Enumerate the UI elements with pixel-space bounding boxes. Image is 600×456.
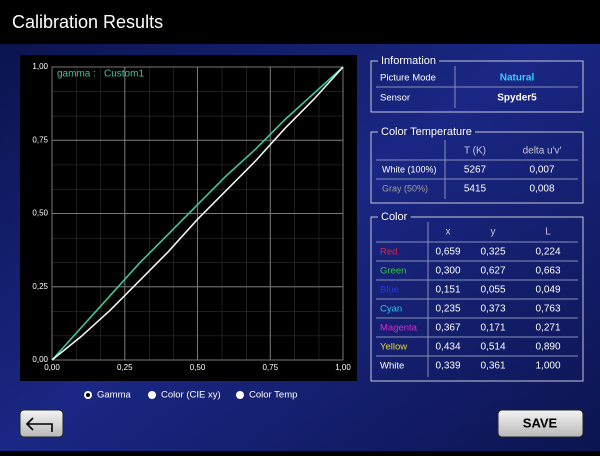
info-value: Spyder5 bbox=[497, 93, 537, 104]
color-temperature-panel: Color Temperature T (K) delta u'v' White (1… bbox=[370, 126, 584, 204]
y-tick-label: 0,00 bbox=[32, 355, 48, 364]
gamma-curve bbox=[51, 66, 344, 361]
column-header: L bbox=[545, 227, 551, 238]
row-label: Blue bbox=[380, 285, 399, 296]
y-tick-label: 1,00 bbox=[32, 62, 48, 71]
radio-dot bbox=[86, 393, 90, 397]
y-tick-label: 0,75 bbox=[32, 135, 48, 144]
page-title: Calibration Results bbox=[12, 12, 163, 32]
cell: 0,659 bbox=[435, 247, 460, 258]
cell: 0,339 bbox=[435, 361, 460, 372]
cell: 1,000 bbox=[535, 361, 560, 372]
panel-title: Color Temperature bbox=[381, 126, 472, 138]
cell: 0,300 bbox=[435, 266, 460, 277]
information-panel: Information Picture Mode Natural Sensor Spyd… bbox=[370, 55, 584, 113]
cell: 0,007 bbox=[529, 165, 554, 176]
row-label: Cyan bbox=[380, 304, 402, 315]
cell: 0,224 bbox=[535, 247, 560, 258]
row-label: Yellow bbox=[380, 342, 407, 353]
panel-frame bbox=[370, 131, 584, 204]
save-label: SAVE bbox=[523, 415, 558, 430]
column-header: x bbox=[446, 227, 451, 238]
cell: 0,171 bbox=[480, 323, 505, 334]
info-label: Picture Mode bbox=[380, 73, 436, 84]
panel-title: Color bbox=[381, 211, 408, 223]
view-option[interactable]: Color (CIE xy) bbox=[148, 390, 221, 401]
cell: 5267 bbox=[464, 165, 487, 176]
row-label: Red bbox=[380, 247, 397, 258]
option-label: Color Temp bbox=[249, 390, 297, 401]
column-header: T (K) bbox=[464, 146, 486, 157]
column-header: y bbox=[491, 227, 496, 238]
panel-title: Information bbox=[381, 55, 436, 67]
row-label: Green bbox=[380, 266, 406, 277]
row-label: White (100%) bbox=[382, 164, 437, 174]
cell: 0,271 bbox=[535, 323, 560, 334]
gamma-label: gamma : bbox=[57, 69, 96, 80]
color-panel: Color x y L Red 0,659 0,325 0,224 Green 0,300 0,62… bbox=[370, 211, 584, 382]
column-header: delta u'v' bbox=[523, 146, 562, 157]
info-value: Natural bbox=[500, 73, 535, 84]
cell: 0,763 bbox=[535, 304, 560, 315]
cell: 0,367 bbox=[435, 323, 460, 334]
panel-title-bg bbox=[378, 130, 475, 134]
radio-button bbox=[236, 391, 244, 399]
x-tick-label: 0,75 bbox=[262, 363, 278, 372]
cell: 0,008 bbox=[529, 184, 554, 195]
cell: 0,049 bbox=[535, 285, 560, 296]
option-label: Color (CIE xy) bbox=[161, 390, 221, 401]
cell: 0,055 bbox=[480, 285, 505, 296]
panel-title-bg bbox=[378, 215, 411, 219]
cell: 0,514 bbox=[480, 342, 505, 353]
gamma-curve bbox=[51, 66, 344, 361]
row-label: Gray (50%) bbox=[382, 183, 428, 193]
x-tick-label: 0,00 bbox=[44, 363, 60, 372]
cell: 0,151 bbox=[435, 285, 460, 296]
gamma-profile: Custom1 bbox=[104, 69, 144, 80]
row-label: White bbox=[380, 361, 404, 372]
back-button[interactable] bbox=[19, 409, 64, 438]
view-option[interactable]: Color Temp bbox=[236, 390, 297, 401]
view-option[interactable]: Gamma bbox=[84, 390, 132, 401]
cell: 0,890 bbox=[535, 342, 560, 353]
cell: 5415 bbox=[464, 184, 487, 195]
row-label: Magenta bbox=[380, 323, 418, 334]
title-bar bbox=[0, 0, 600, 44]
x-tick-label: 0,25 bbox=[117, 363, 133, 372]
panel-frame bbox=[370, 216, 584, 382]
option-label: Gamma bbox=[97, 390, 132, 401]
cell: 0,373 bbox=[480, 304, 505, 315]
x-tick-label: 0,50 bbox=[190, 363, 206, 372]
y-tick-label: 0,50 bbox=[32, 209, 48, 218]
cell: 0,235 bbox=[435, 304, 460, 315]
cell: 0,627 bbox=[480, 266, 505, 277]
cell: 0,663 bbox=[535, 266, 560, 277]
cell: 0,361 bbox=[480, 361, 505, 372]
cell: 0,325 bbox=[480, 247, 505, 258]
save-button[interactable]: SAVE bbox=[497, 409, 584, 438]
y-tick-label: 0,25 bbox=[32, 282, 48, 291]
info-label: Sensor bbox=[380, 93, 410, 104]
radio-button bbox=[148, 391, 156, 399]
cell: 0,434 bbox=[435, 342, 460, 353]
panel-frame bbox=[370, 60, 584, 113]
panel-title-bg bbox=[378, 59, 440, 63]
x-tick-label: 1,00 bbox=[335, 363, 351, 372]
